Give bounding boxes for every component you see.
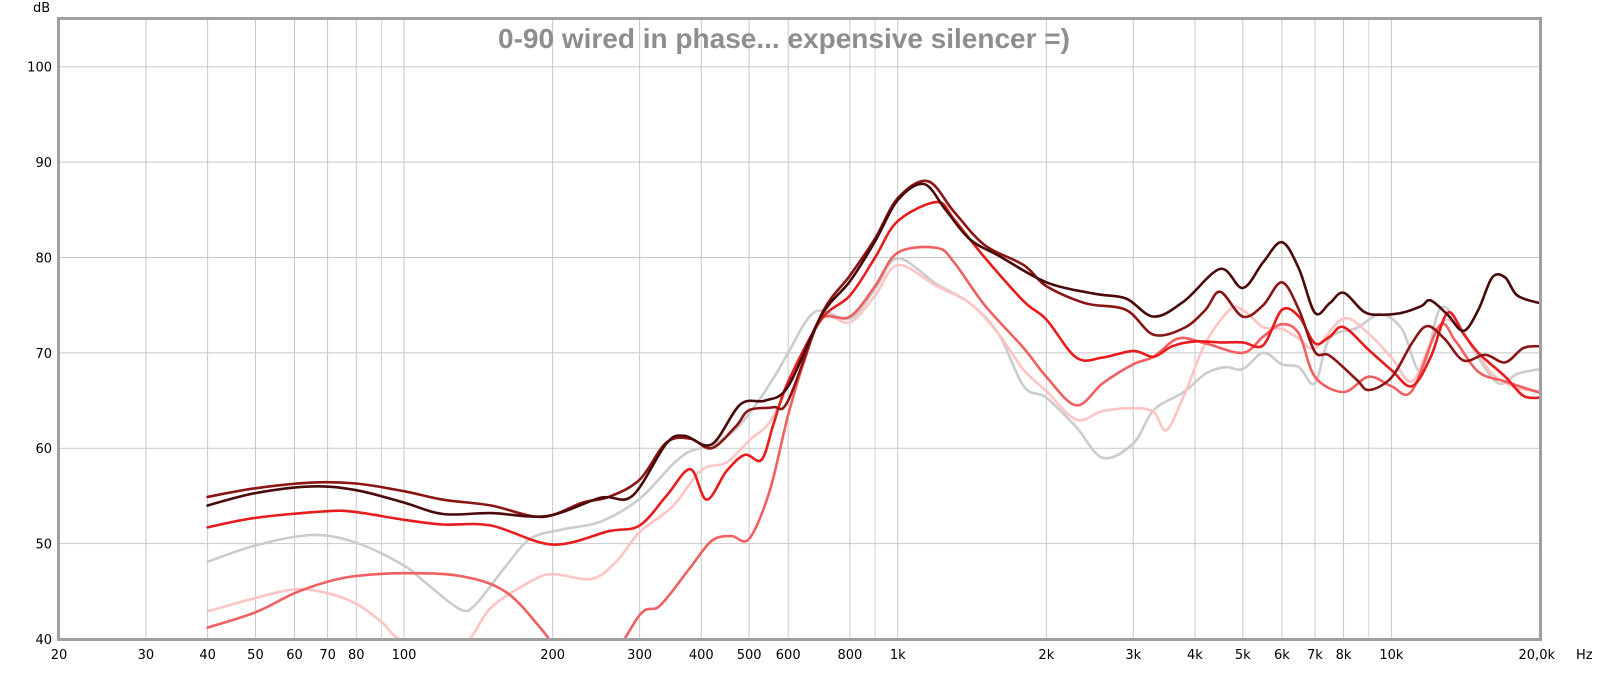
x-tick-label: 300 xyxy=(627,648,652,663)
grid-lines xyxy=(58,19,1541,640)
y-tick-label: 50 xyxy=(35,538,52,553)
x-axis-unit: Hz xyxy=(1576,648,1593,663)
y-tick-label: 60 xyxy=(35,442,52,457)
series-line-1 xyxy=(206,182,1540,518)
x-tick-label: 600 xyxy=(776,648,801,663)
y-tick-label: 70 xyxy=(35,347,52,362)
x-tick-label: 5k xyxy=(1235,648,1251,663)
y-tick-label: 40 xyxy=(35,633,52,648)
plot-frame xyxy=(57,17,1542,641)
x-tick-label: 6k xyxy=(1274,648,1290,663)
x-tick-label: 20,0k xyxy=(1519,648,1556,663)
x-tick-label: 30 xyxy=(138,648,155,663)
series-line-3 xyxy=(206,200,1540,546)
x-tick-label: 10k xyxy=(1379,648,1404,663)
series-line-6 xyxy=(206,263,1540,639)
x-tick-label: 500 xyxy=(737,648,762,663)
series-line-4 xyxy=(206,245,1540,639)
plot-background xyxy=(59,19,1540,639)
x-tick-label: 80 xyxy=(348,648,365,663)
x-tick-label: 4k xyxy=(1187,648,1203,663)
chart-title: 0-90 wired in phase... expensive silence… xyxy=(498,23,1070,54)
x-tick-label: 20 xyxy=(51,648,68,663)
y-tick-labels: 40 50 60 70 80 90 100 xyxy=(27,61,52,648)
x-tick-label: 800 xyxy=(837,648,862,663)
y-tick-label: 80 xyxy=(35,251,52,266)
x-tick-label: 8k xyxy=(1336,648,1352,663)
y-tick-label: 100 xyxy=(27,61,52,76)
x-tick-labels: 20 30 40 50 60 70 80 100 200 300 400 500 600 800 1k 2k 3… xyxy=(51,648,1556,663)
series-group xyxy=(206,179,1540,639)
y-axis-unit: dB xyxy=(33,1,50,16)
y-tick-label: 90 xyxy=(35,156,52,171)
x-tick-label: 2k xyxy=(1038,648,1054,663)
x-tick-label: 400 xyxy=(689,648,714,663)
x-tick-label: 100 xyxy=(392,648,417,663)
x-tick-label: 1k xyxy=(890,648,906,663)
x-tick-label: 70 xyxy=(319,648,336,663)
x-tick-label: 200 xyxy=(540,648,565,663)
x-tick-label: 60 xyxy=(286,648,303,663)
x-tick-label: 3k xyxy=(1125,648,1141,663)
x-tick-label: 40 xyxy=(199,648,216,663)
x-tick-label: 7k xyxy=(1307,648,1323,663)
x-tick-label: 50 xyxy=(247,648,264,663)
